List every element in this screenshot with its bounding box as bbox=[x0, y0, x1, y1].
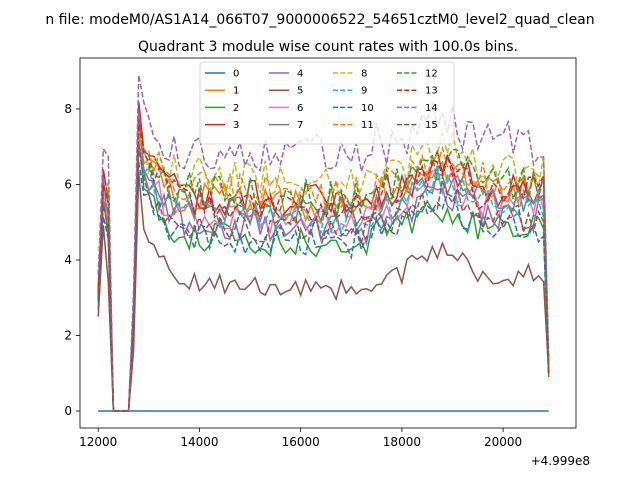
legend-label: 6 bbox=[297, 103, 303, 114]
x-tick-label: 12000 bbox=[79, 435, 117, 449]
legend-label: 7 bbox=[297, 120, 303, 131]
series-line-15 bbox=[97, 146, 550, 412]
legend-entry-0: 0 bbox=[205, 69, 239, 80]
legend-label: 13 bbox=[425, 86, 438, 97]
figure-suptitle: n file: modeM0/AS1A14_066T07_9000006522_… bbox=[45, 12, 594, 28]
series-line-5 bbox=[97, 173, 550, 412]
plot-frame bbox=[79, 57, 577, 429]
legend-entry-7: 7 bbox=[269, 120, 303, 131]
series-line-10 bbox=[97, 161, 550, 412]
x-tick-label: 20000 bbox=[484, 435, 522, 449]
series-line-8 bbox=[97, 131, 550, 412]
chart-title: Quadrant 3 module wise count rates with … bbox=[138, 39, 518, 55]
y-tick-label: 0 bbox=[64, 404, 72, 418]
plot-lines bbox=[97, 74, 550, 412]
y-axis: 0 2 4 6 8 bbox=[64, 102, 80, 418]
legend-entry-8: 8 bbox=[333, 69, 367, 80]
legend-box bbox=[199, 61, 455, 145]
legend-entry-6: 6 bbox=[269, 103, 303, 114]
legend-entry-13: 13 bbox=[397, 86, 438, 97]
legend-label: 1 bbox=[233, 86, 239, 97]
legend-entry-11: 11 bbox=[333, 120, 374, 131]
legend-label: 5 bbox=[297, 86, 303, 97]
legend-entry-2: 2 bbox=[205, 103, 239, 114]
legend-label: 10 bbox=[361, 103, 374, 114]
x-tick-label: 14000 bbox=[180, 435, 218, 449]
legend-label: 0 bbox=[233, 69, 239, 80]
legend-entry-5: 5 bbox=[269, 86, 303, 97]
x-axis: 12000 14000 16000 18000 20000 bbox=[79, 428, 522, 449]
x-offset-label: +4.999e8 bbox=[531, 454, 590, 468]
y-tick-label: 2 bbox=[64, 329, 72, 343]
legend-label: 2 bbox=[233, 103, 239, 114]
series-line-13 bbox=[97, 120, 550, 412]
legend-entry-9: 9 bbox=[333, 86, 367, 97]
x-tick-label: 16000 bbox=[282, 435, 320, 449]
legend-label: 14 bbox=[425, 103, 438, 114]
x-tick-label: 18000 bbox=[383, 435, 421, 449]
y-tick-label: 8 bbox=[64, 102, 72, 116]
series-line-14 bbox=[97, 74, 550, 412]
legend-entry-14: 14 bbox=[397, 103, 438, 114]
series-line-9 bbox=[97, 146, 550, 412]
legend-entry-3: 3 bbox=[205, 120, 239, 131]
legend-label: 3 bbox=[233, 120, 239, 131]
y-tick-label: 6 bbox=[64, 177, 72, 191]
legend-entry-10: 10 bbox=[333, 103, 374, 114]
legend-label: 9 bbox=[361, 86, 367, 97]
legend-label: 4 bbox=[297, 69, 303, 80]
legend-label: 8 bbox=[361, 69, 367, 80]
y-tick-label: 4 bbox=[64, 253, 72, 267]
legend-label: 11 bbox=[361, 120, 374, 131]
legend-entry-12: 12 bbox=[397, 69, 438, 80]
legend-entry-15: 15 bbox=[397, 120, 438, 131]
legend-label: 15 bbox=[425, 120, 438, 131]
legend-entry-1: 1 bbox=[205, 86, 239, 97]
legend-label: 12 bbox=[425, 69, 438, 80]
legend-entry-4: 4 bbox=[269, 69, 303, 80]
series-line-11 bbox=[97, 127, 550, 412]
